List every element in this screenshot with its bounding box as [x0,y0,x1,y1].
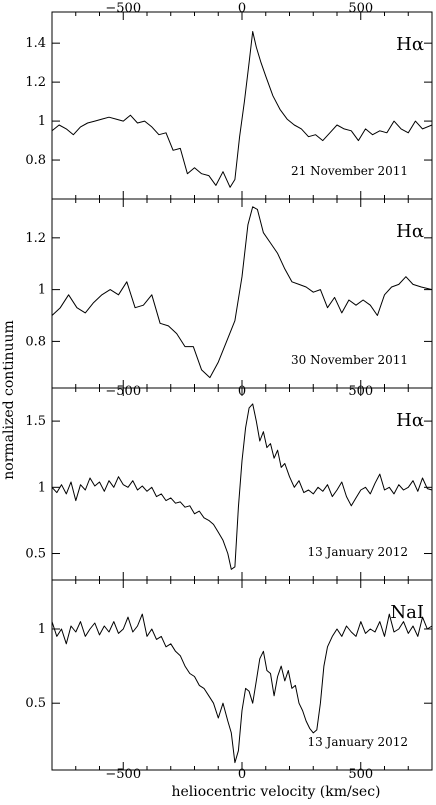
y-axis-title: normalized continuum [1,320,17,480]
top-x-tick-label: −500 [105,1,141,16]
panel-date-label: 13 January 2012 [307,545,408,559]
top-axis-tick-labels: −500 0 500 [105,1,373,16]
y-tick-label: 1.2 [25,231,46,246]
y-tick-label: 1 [38,622,46,637]
y-tick-label: 0.5 [25,547,46,562]
y-tick-label: 1 [38,480,46,495]
spectrum-line [51,403,433,570]
panel-line-label: NaI [390,602,424,623]
y-tick-label: 1.4 [25,36,46,51]
spectrum-line [51,613,433,764]
y-tick-label: 0.8 [25,153,46,168]
spectrum-panel: 0.8 1 1.2 1.4 Hα 21 November 2011 [25,11,433,200]
panel-line-label: Hα [396,221,424,242]
x-axis-title: heliocentric velocity (km/sec) [171,784,380,800]
top-x-tick-label: 500 [348,1,373,16]
panels-group: 0.8 1 1.2 1.4 Hα 21 November 2011 0.8 1 1.2 Hα 30 … [25,11,433,771]
bottom-x-tick-label: 500 [348,767,373,782]
panel-date-label: 21 November 2011 [291,164,408,178]
panel-line-label: Hα [396,410,424,431]
spectrum-line [51,31,433,188]
spectrum-panel: 0.5 1 1.5 Hα 13 January 2012 [25,387,433,581]
y-tick-label: 1.2 [25,75,46,90]
middle-x-tick-label: 500 [348,384,373,399]
bottom-axis-tick-labels: −500 −500 0 0 500 500 [105,384,373,782]
y-tick-label: 1.5 [25,414,46,429]
middle-x-tick-label: 0 [238,384,246,399]
spectrum-panel: 0.8 1 1.2 Hα 30 November 2011 [25,198,433,389]
panel-date-label: 13 January 2012 [307,735,408,749]
spectrum-line [51,206,433,379]
spectrum-panel: 0.5 1 NaI 13 January 2012 [25,579,433,771]
panel-date-label: 30 November 2011 [291,353,408,367]
middle-x-tick-label: −500 [105,384,141,399]
top-x-tick-label: 0 [238,1,246,16]
y-tick-label: 0.8 [25,334,46,349]
bottom-x-tick-label: 0 [238,767,246,782]
y-tick-label: 1 [38,114,46,129]
panel-line-label: Hα [396,34,424,55]
bottom-x-tick-label: −500 [105,767,141,782]
y-tick-label: 0.5 [25,696,46,711]
y-tick-label: 1 [38,283,46,298]
